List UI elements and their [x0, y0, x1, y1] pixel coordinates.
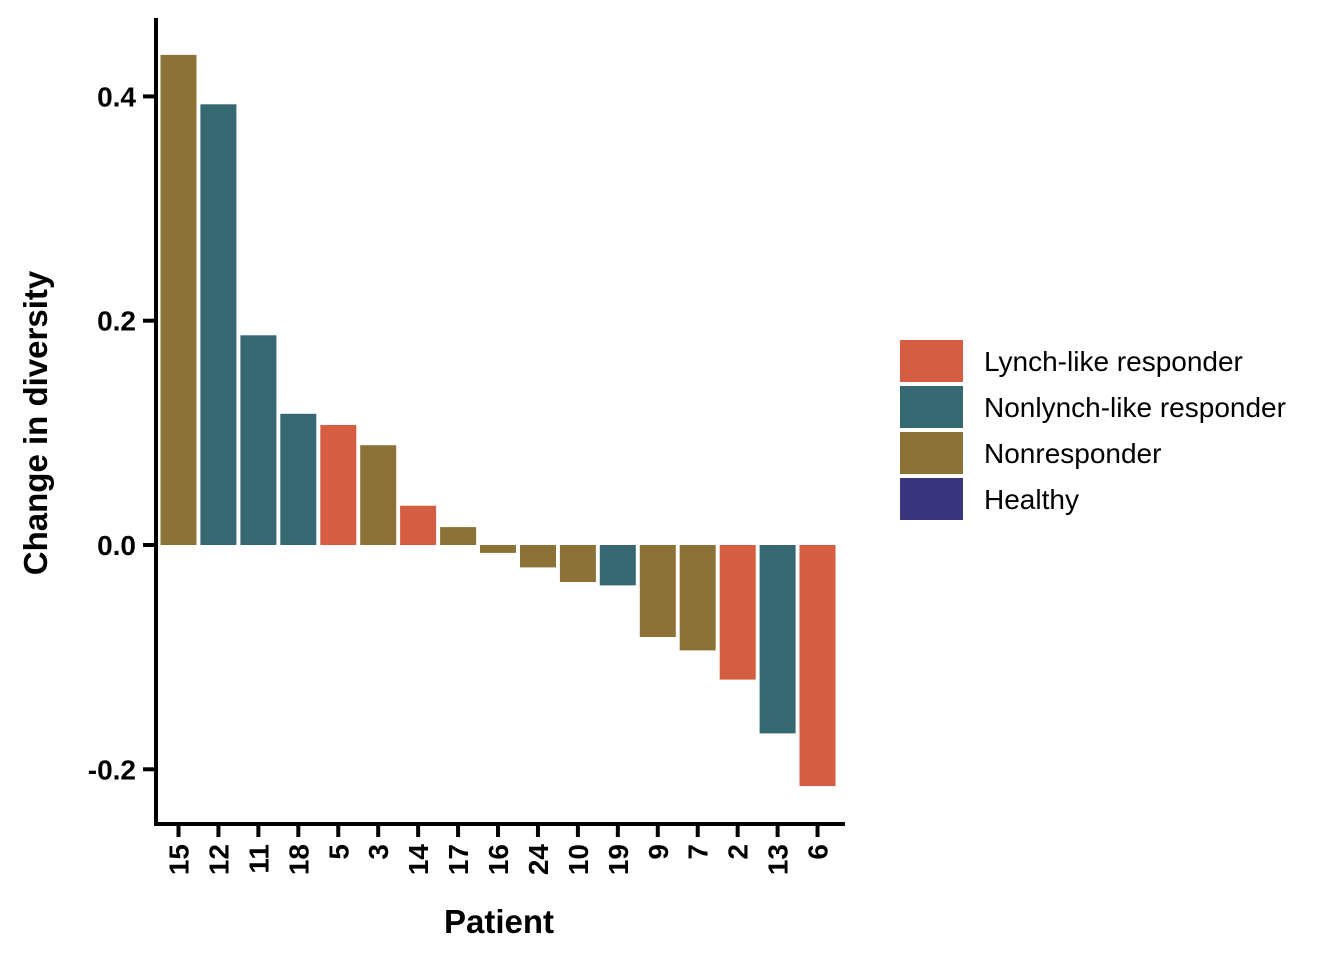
legend: Lynch-like responder Nonlynch-like respon…: [900, 340, 1286, 520]
x-tick-label: 18: [283, 844, 314, 875]
legend-label: Nonresponder: [984, 438, 1161, 469]
x-tick-label: 16: [483, 844, 514, 875]
bar-patient-14: [400, 505, 437, 545]
bar-patient-6: [799, 545, 836, 787]
x-tick-label: 12: [203, 844, 234, 875]
legend-label: Lynch-like responder: [984, 346, 1243, 377]
bar-patient-15: [160, 54, 197, 546]
x-tick-label: 7: [683, 844, 714, 860]
bar-patient-7: [679, 545, 716, 651]
x-tick-label: 3: [363, 844, 394, 860]
bars-group: [160, 54, 836, 787]
bar-patient-5: [320, 425, 357, 545]
x-tick-label: 10: [563, 844, 594, 875]
legend-swatch: [900, 432, 963, 474]
bar-patient-19: [599, 545, 636, 586]
x-tick-label: 11: [243, 844, 274, 874]
bar-patient-10: [559, 545, 596, 582]
x-tick-label: 6: [803, 844, 834, 860]
bar-patient-12: [200, 104, 237, 546]
y-ticks-group: -0.2 0.0 0.2 0.4: [88, 81, 156, 785]
x-tick-label: 14: [403, 844, 434, 876]
x-tick-label: 5: [323, 844, 354, 860]
bar-patient-11: [240, 335, 277, 545]
x-axis-title: Patient: [444, 903, 554, 940]
x-tick-label: 2: [723, 844, 754, 860]
legend-swatch: [900, 340, 963, 382]
legend-label: Healthy: [984, 484, 1079, 515]
x-ticks-group: 15 12 11 18 5 3 14 17 16 24 10 19 9 7 2 13 6: [164, 824, 834, 875]
x-tick-label: 24: [523, 844, 554, 876]
x-tick-label: 15: [164, 844, 195, 875]
bar-patient-13: [759, 545, 796, 734]
bar-patient-2: [719, 545, 756, 680]
bar-patient-16: [480, 545, 516, 553]
y-tick-label: -0.2: [88, 754, 136, 785]
x-tick-label: 17: [443, 844, 474, 875]
y-tick-label: 0.0: [97, 530, 136, 561]
legend-label: Nonlynch-like responder: [984, 392, 1286, 423]
x-tick-label: 9: [643, 844, 674, 860]
x-tick-label: 19: [603, 844, 634, 875]
legend-swatch: [900, 386, 963, 428]
y-tick-label: 0.2: [97, 306, 136, 337]
legend-swatch: [900, 478, 963, 520]
x-tick-label: 13: [763, 844, 794, 875]
bar-patient-3: [360, 445, 397, 545]
y-tick-label: 0.4: [97, 81, 136, 112]
bar-patient-9: [639, 545, 676, 637]
bar-patient-18: [280, 413, 317, 545]
bar-patient-24: [520, 545, 556, 568]
y-axis-title: Change in diversity: [17, 270, 54, 575]
bar-patient-17: [440, 527, 477, 545]
